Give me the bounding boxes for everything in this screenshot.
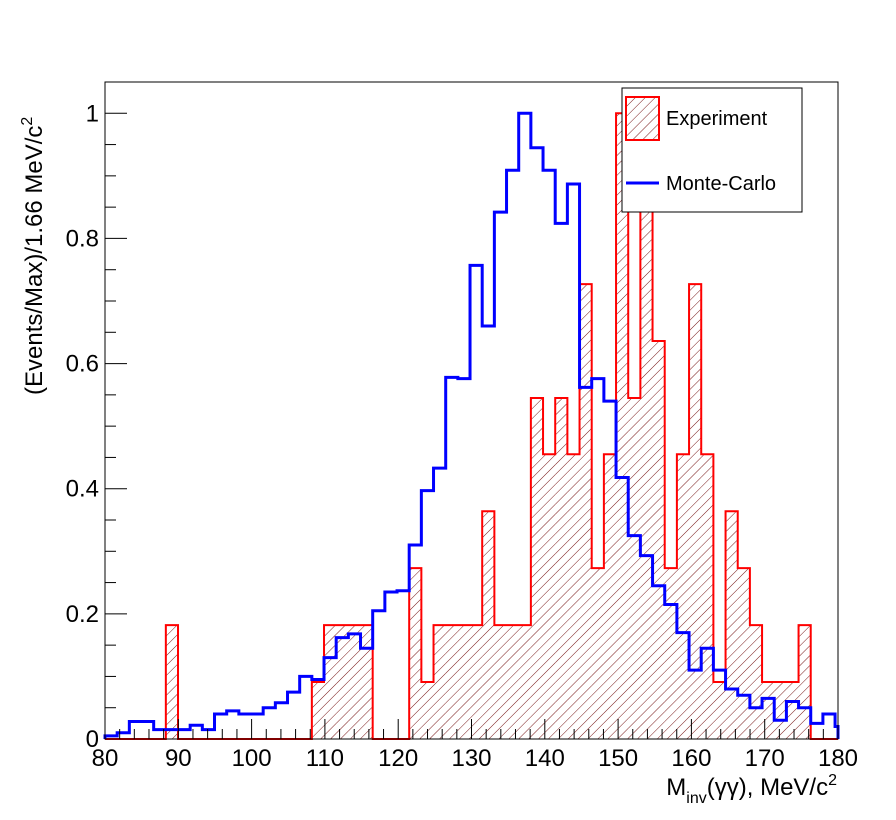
x-axis-title-rest: (γγ), MeV/c [707,774,828,801]
experiment-bin [445,625,458,739]
experiment-bin [555,397,568,739]
legend-experiment-swatch [625,96,660,141]
x-axis-title-main: M [666,774,686,801]
x-tick-label: 120 [378,745,418,772]
x-tick-label: 150 [598,745,638,772]
experiment-bin [676,454,690,739]
y-tick-label: 0 [86,726,99,753]
experiment-bin [311,682,325,739]
experiment-bin [725,511,738,739]
experiment-bin [786,682,799,739]
experiment-bin [543,454,556,739]
x-tick-label: 160 [671,745,711,772]
experiment-series [105,112,838,740]
x-axis-title-sub: inv [686,790,706,807]
legend: Experiment Monte-Carlo [621,87,803,213]
experiment-bin [713,682,726,739]
y-axis-title-sup: 2 [19,117,36,126]
x-tick-label: 110 [306,745,344,772]
experiment-bin [457,625,471,739]
experiment-bin [762,682,775,739]
experiment-bin [689,284,702,739]
x-tick-label: 130 [451,745,491,772]
x-tick-label: 170 [745,745,785,772]
x-tick-label: 80 [92,745,119,772]
experiment-bin [482,511,495,739]
experiment-bin [409,568,422,739]
experiment-bin [165,625,179,739]
experiment-bin [324,625,337,739]
experiment-bin [470,625,483,739]
y-tick-label: 0.6 [66,351,99,378]
y-tick-label: 1 [86,100,99,127]
experiment-bin [628,397,641,739]
experiment-bin [591,568,604,739]
x-tick-label: 90 [165,745,192,772]
y-axis-title: (Events/Max)/1.66 MeV/c2 [19,117,48,395]
experiment-bin [737,568,750,739]
experiment-bin [336,625,349,739]
experiment-bin [494,625,507,739]
y-axis-title-main: (Events/Max)/1.66 MeV/c [21,126,48,395]
monte-carlo-series [103,111,840,739]
experiment-bin [652,341,665,739]
experiment-bin [433,625,446,739]
experiment-bin [579,284,592,739]
y-tick-label: 0.2 [66,601,99,628]
x-tick-label: 100 [232,745,272,772]
experiment-bin [774,682,787,739]
y-tick-label: 0.8 [66,225,99,252]
experiment-bin [798,625,811,739]
experiment-bin [518,625,531,739]
x-axis-title: Minv(γγ), MeV/c2 [666,772,837,807]
x-axis-title-sup: 2 [828,772,837,789]
experiment-bin [664,568,677,739]
experiment-bin [506,625,519,739]
legend-experiment-label: Experiment [666,108,768,130]
x-tick-label: 180 [818,745,858,772]
legend-monte-carlo-label: Monte-Carlo [666,173,776,195]
experiment-bin [616,113,629,740]
experiment-bin [421,682,434,739]
experiment-bin [701,454,714,739]
experiment-bin [749,625,763,739]
experiment-bin [348,625,361,739]
x-tick-label: 140 [525,745,565,772]
experiment-bin [640,170,653,739]
experiment-bin [530,397,544,739]
monte-carlo-line [103,111,840,739]
experiment-bin [567,454,580,739]
experiment-bin [360,625,373,739]
experiment-bin [603,454,617,739]
axis-ticks: 80 90 100 110 120 130 140 150 160 170 180 0 0.2 0.4 0.… [66,100,858,772]
y-tick-label: 0.4 [66,476,99,503]
